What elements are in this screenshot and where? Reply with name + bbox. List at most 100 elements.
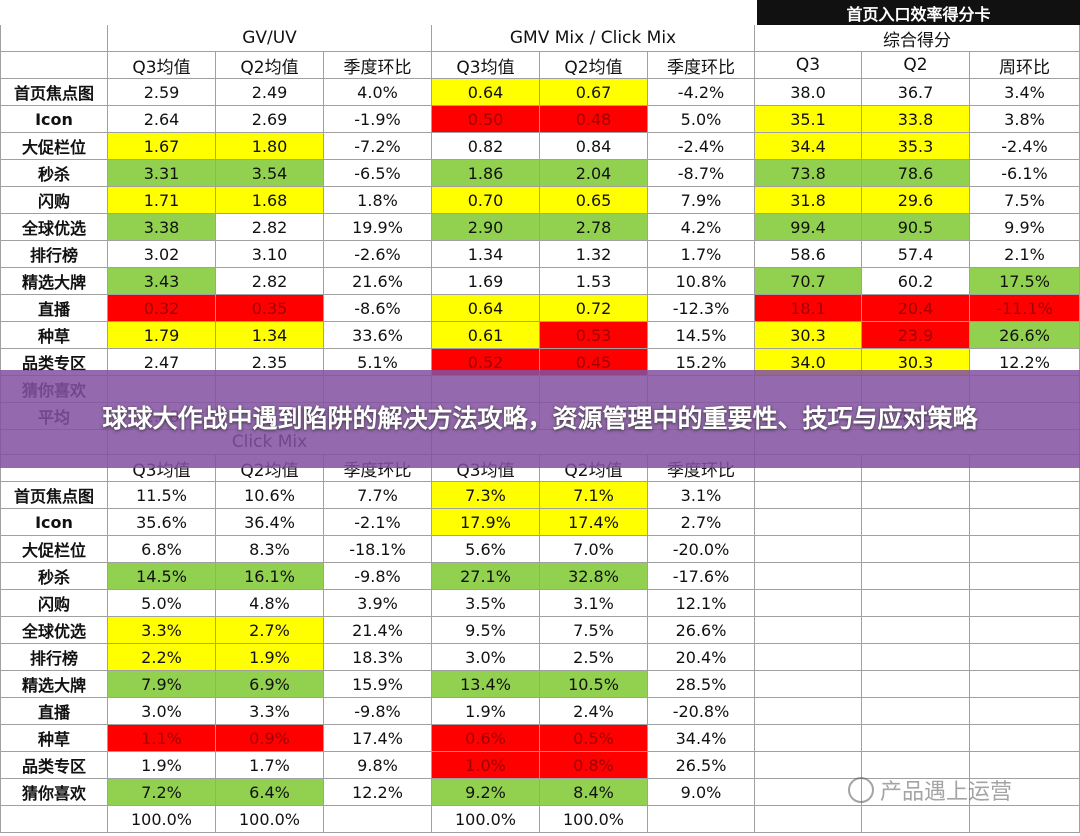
cell: -8.6% (324, 295, 432, 322)
cell: 0.64 (432, 79, 540, 106)
cell: 100.0% (432, 806, 540, 833)
cell: 3.02 (108, 241, 216, 268)
column-header (755, 455, 862, 482)
cell: 18.3% (324, 644, 432, 671)
banner: 球球大作战中遇到陷阱的解决方法攻略，资源管理中的重要性、技巧与应对策略 (0, 370, 1080, 468)
cell-empty (970, 590, 1080, 617)
cell: 0.82 (432, 133, 540, 160)
cell: 2.7% (648, 509, 755, 536)
cell: -2.6% (324, 241, 432, 268)
cell: 7.1% (540, 482, 648, 509)
cell: 2.4% (540, 698, 648, 725)
row-label: 排行榜 (0, 241, 108, 268)
cell: 29.6 (862, 187, 970, 214)
cell: 11.5% (108, 482, 216, 509)
cell: 4.2% (648, 214, 755, 241)
cell: 1.8% (324, 187, 432, 214)
cell: 1.67 (108, 133, 216, 160)
cell: -2.4% (970, 133, 1080, 160)
row-label: 精选大牌 (0, 671, 108, 698)
cell: 0.61 (432, 322, 540, 349)
column-header: 周环比 (970, 52, 1080, 79)
cell-empty (862, 698, 970, 725)
cell: 16.1% (216, 563, 324, 590)
cell: 35.3 (862, 133, 970, 160)
cell: -1.9% (324, 106, 432, 133)
cell: 1.7% (216, 752, 324, 779)
cell: 60.2 (862, 268, 970, 295)
cell-empty (970, 617, 1080, 644)
title-bar: 首页入口效率得分卡 (757, 0, 1080, 25)
cell: 17.4% (540, 509, 648, 536)
cell-empty (862, 725, 970, 752)
header-blank (0, 25, 108, 52)
cell: 3.54 (216, 160, 324, 187)
cell: -12.3% (648, 295, 755, 322)
row-label: 全球优选 (0, 617, 108, 644)
cell-empty (970, 563, 1080, 590)
cell: 35.6% (108, 509, 216, 536)
cell: -2.4% (648, 133, 755, 160)
cell: 6.4% (216, 779, 324, 806)
cell: 14.5% (648, 322, 755, 349)
cell: 57.4 (862, 241, 970, 268)
cell-empty (970, 725, 1080, 752)
cell: 9.5% (432, 617, 540, 644)
cell: 1.86 (432, 160, 540, 187)
cell: 3.3% (108, 617, 216, 644)
cell: 100.0% (108, 806, 216, 833)
cell-empty (862, 563, 970, 590)
cell-empty (970, 509, 1080, 536)
cell: 34.4 (755, 133, 862, 160)
cell: 6.9% (216, 671, 324, 698)
cell: 21.4% (324, 617, 432, 644)
cell-empty (862, 671, 970, 698)
cell: 7.9% (648, 187, 755, 214)
row-label: 直播 (0, 295, 108, 322)
cell: 2.69 (216, 106, 324, 133)
row-label: 秒杀 (0, 160, 108, 187)
cell: 6.8% (108, 536, 216, 563)
watermark: 产品遇上运营 (848, 774, 1012, 806)
cell-empty (755, 509, 862, 536)
cell: -7.2% (324, 133, 432, 160)
cell: 2.04 (540, 160, 648, 187)
cell: 3.0% (108, 698, 216, 725)
cell-empty (755, 563, 862, 590)
row-label: 全球优选 (0, 214, 108, 241)
cell: 100.0% (216, 806, 324, 833)
cell: -17.6% (648, 563, 755, 590)
cell: 2.82 (216, 214, 324, 241)
cell: 5.0% (108, 590, 216, 617)
column-header: 季度环比 (324, 52, 432, 79)
row-label: 首页焦点图 (0, 79, 108, 106)
cell: -9.8% (324, 563, 432, 590)
header-blank (0, 455, 108, 482)
cell: 38.0 (755, 79, 862, 106)
cell: 1.80 (216, 133, 324, 160)
cell-empty (970, 806, 1080, 833)
column-header: Q3均值 (108, 52, 216, 79)
group-header: GMV Mix / Click Mix (432, 25, 755, 52)
cell: 7.0% (540, 536, 648, 563)
cell: 3.5% (432, 590, 540, 617)
cell: 32.8% (540, 563, 648, 590)
cell: 90.5 (862, 214, 970, 241)
cell: 0.72 (540, 295, 648, 322)
cell: 1.1% (108, 725, 216, 752)
row-label: 大促栏位 (0, 133, 108, 160)
cell: 70.7 (755, 268, 862, 295)
column-header: Q2均值 (540, 52, 648, 79)
cell: 0.9% (216, 725, 324, 752)
cell: 4.0% (324, 79, 432, 106)
cell: -6.1% (970, 160, 1080, 187)
cell: 2.59 (108, 79, 216, 106)
cell: 20.4 (862, 295, 970, 322)
cell: 10.6% (216, 482, 324, 509)
cell: -6.5% (324, 160, 432, 187)
cell: -20.8% (648, 698, 755, 725)
cell: 3.1% (540, 590, 648, 617)
cell: 100.0% (540, 806, 648, 833)
cell-empty (970, 698, 1080, 725)
cell-empty (862, 644, 970, 671)
